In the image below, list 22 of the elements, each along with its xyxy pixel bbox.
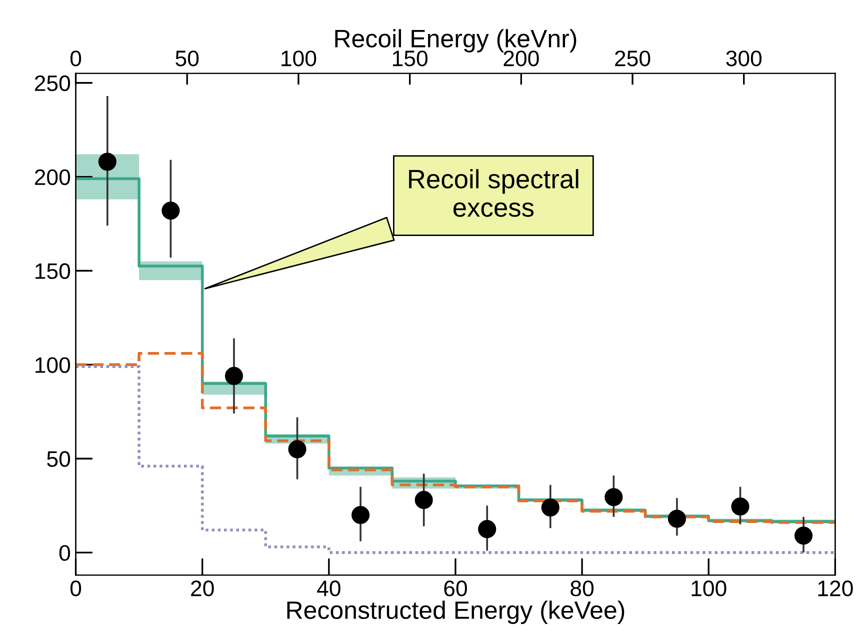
y-tick-label: 150	[36, 263, 70, 280]
annotation: Recoil spectral excess	[409, 169, 578, 217]
x-tick-label: 40	[317, 580, 340, 596]
x-tick-label: 100	[692, 580, 726, 596]
y-tick-label: 0	[59, 545, 70, 561]
x-tick-label: 120	[818, 580, 853, 596]
x2-tick-label: 100	[282, 50, 316, 66]
x2-tick-label: 200	[504, 50, 539, 66]
y-tick-label: 50	[47, 451, 70, 467]
x2-tick-label: 150	[392, 50, 428, 66]
y-tick-label: 200	[34, 169, 70, 186]
x2-tick-label: 250	[615, 50, 650, 66]
x-tick-label: 0	[70, 580, 82, 596]
x-axis-title: Reconstructed Energy (keVee)	[287, 600, 624, 624]
x2-tick-label: 50	[176, 50, 199, 66]
x-tick-label: 80	[570, 580, 594, 596]
x-tick-label: 60	[444, 580, 467, 596]
x2-tick-label: 0	[70, 50, 82, 66]
y-tick-label: 250	[34, 75, 70, 92]
x-tick-label: 20	[191, 580, 214, 596]
x2-tick-label: 300	[726, 50, 762, 66]
y-tick-label: 100	[36, 357, 70, 373]
